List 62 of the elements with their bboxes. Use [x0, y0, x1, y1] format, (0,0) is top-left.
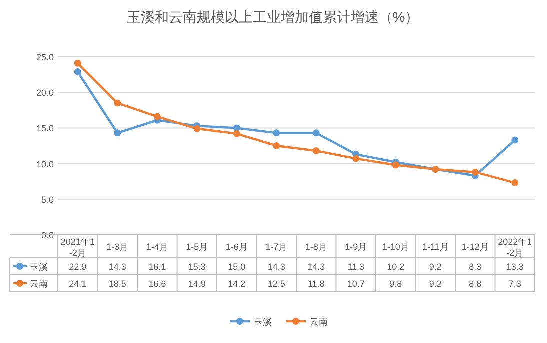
x-tick-label: 1-4月: [146, 242, 168, 252]
text: 15.0: [228, 262, 246, 272]
x-tick-label: 1-12月: [462, 242, 489, 252]
legend-label: 玉溪: [30, 262, 48, 272]
text: 14.2: [228, 279, 246, 289]
text: 7.3: [508, 279, 522, 289]
point: [472, 168, 479, 176]
x-tick-label: 2022年1-2月: [498, 237, 532, 258]
x-tick-label: 1-8月: [305, 242, 328, 252]
x-tick-label: 1-9月: [345, 242, 368, 252]
point: [273, 142, 280, 150]
point: [273, 130, 280, 137]
text: 9.2: [429, 279, 442, 289]
text: 24.1: [69, 279, 87, 289]
x-tick-label: 1-3月: [106, 242, 129, 252]
point: [233, 130, 240, 138]
point: [392, 162, 400, 169]
text: 11.3: [348, 262, 365, 272]
text: 16.6: [148, 279, 166, 289]
x-tick-label: 1-11月: [422, 242, 449, 252]
text: 14.3: [108, 262, 126, 272]
y-tick-label: 10.0: [36, 159, 54, 170]
text: 云南: [310, 317, 328, 327]
text: 15.3: [188, 262, 206, 272]
text: 9.8: [390, 279, 402, 289]
point: [512, 180, 519, 187]
x-tick-label: 1-6月: [226, 242, 248, 252]
text: 玉溪: [254, 317, 272, 327]
text: 18.5: [108, 279, 126, 289]
x-tick-label: 1-5月: [186, 242, 208, 252]
chart-title: 玉溪和云南规模以上工业增加值累计增速（%）: [126, 9, 420, 25]
x-tick-label: 2021年1-2月: [60, 237, 95, 258]
point: [312, 130, 320, 137]
text: 8.8: [469, 279, 482, 289]
text: 14.3: [268, 262, 286, 272]
point: [512, 136, 519, 144]
y-tick-label: 20.0: [36, 88, 54, 98]
text: 10.2: [387, 262, 405, 272]
point: [74, 60, 82, 67]
text: 9.2: [429, 262, 442, 272]
point: [352, 155, 360, 162]
text: 10.7: [347, 279, 365, 289]
text: 14.9: [188, 279, 206, 289]
point: [154, 113, 161, 120]
text: 11.8: [308, 279, 325, 289]
text: 12.5: [268, 279, 286, 289]
y-tick-label: 15.0: [36, 124, 54, 134]
point: [74, 68, 82, 76]
text: 13.3: [506, 262, 524, 272]
point: [194, 125, 201, 132]
point: [312, 147, 320, 154]
y-tick-label: 25.0: [36, 52, 54, 62]
point: [114, 130, 122, 137]
text: 8.3: [469, 262, 482, 272]
x-tick-label: 1-10月: [382, 242, 410, 252]
text: 14.3: [308, 262, 326, 272]
text: 16.1: [148, 262, 166, 272]
legend-label: 云南: [30, 279, 48, 289]
y-tick-label: 5.0: [41, 194, 54, 205]
point: [114, 100, 122, 107]
text: 22.9: [69, 262, 87, 272]
x-tick-label: 1-7月: [266, 242, 288, 252]
